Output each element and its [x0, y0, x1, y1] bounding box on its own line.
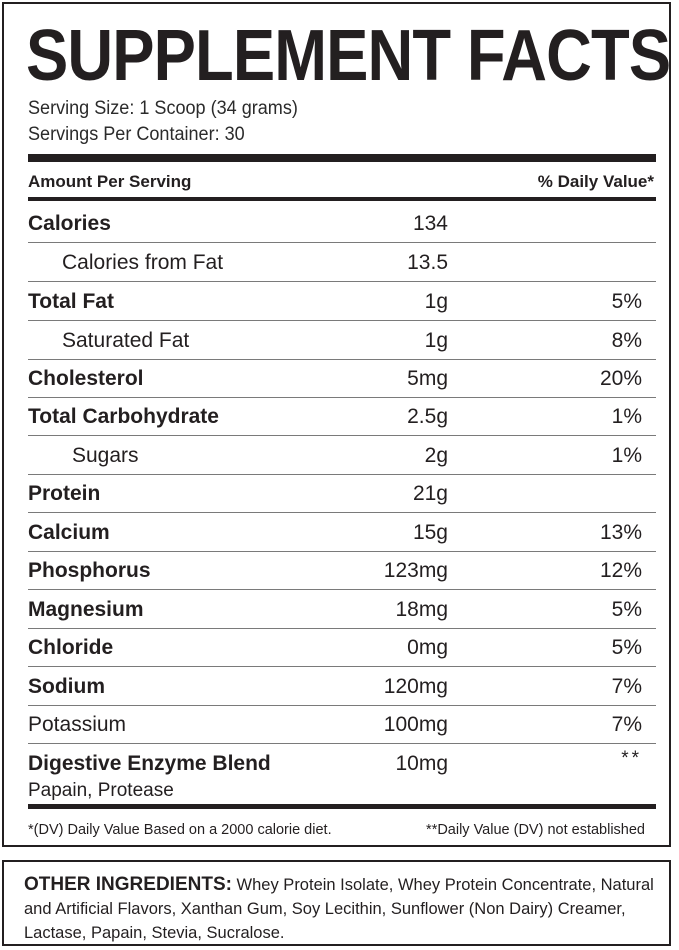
nutrient-name: Calcium — [28, 521, 110, 544]
nutrient-daily-value: 12% — [599, 559, 642, 582]
nutrient-amount: 120mg — [383, 675, 448, 698]
nutrient-daily-value: 13% — [599, 521, 642, 544]
nutrient-row-sugars: Sugars 2g 1% — [28, 437, 656, 475]
nutrient-name: Chloride — [28, 636, 114, 659]
nutrient-name: Sugars — [72, 444, 139, 467]
nutrient-row-chloride: Chloride 0mg 5% — [28, 629, 656, 667]
supplement-facts-panel: SUPPLEMENT FACTS Serving Size: 1 Scoop (… — [2, 2, 671, 847]
nutrient-daily-value: 20% — [599, 367, 642, 390]
enzyme-blend-components: Papain, Protease — [28, 780, 174, 801]
other-ingredients-list: Whey Protein Isolate, Whey Protein Conce… — [24, 876, 654, 942]
nutrient-amount: 2.5g — [407, 405, 448, 428]
nutrient-row-total-fat: Total Fat 1g 5% — [28, 283, 656, 321]
nutrient-name: Total Carbohydrate — [28, 405, 219, 428]
nutrient-daily-value: 7% — [611, 713, 642, 736]
enzyme-blend-amount: 10mg — [395, 752, 448, 775]
other-ingredients-panel: OTHER INGREDIENTS: Whey Protein Isolate,… — [2, 860, 671, 946]
nutrient-daily-value: 1% — [611, 405, 642, 428]
nutrient-name: Sodium — [28, 675, 105, 698]
nutrient-name: Total Fat — [28, 290, 114, 313]
nutrient-row-saturated-fat: Saturated Fat 1g 8% — [28, 322, 656, 360]
other-ingredients-label: OTHER INGREDIENTS: — [24, 874, 232, 895]
nutrient-amount: 21g — [412, 482, 448, 505]
nutrient-name: Saturated Fat — [62, 329, 190, 352]
nutrient-daily-value: 8% — [611, 329, 642, 352]
nutrient-amount: 2g — [424, 444, 448, 467]
nutrient-row-digestive-enzyme-blend: Digestive Enzyme Blend Papain, Protease … — [28, 746, 656, 804]
nutrient-row-calories: Calories 134 — [28, 205, 656, 243]
nutrient-name: Protein — [28, 482, 101, 505]
nutrient-amount: 18mg — [395, 598, 448, 621]
facts-title: SUPPLEMENT FACTS — [26, 16, 671, 96]
nutrient-name: Cholesterol — [28, 367, 144, 390]
nutrient-amount: 100mg — [383, 713, 448, 736]
servings-per-container: Servings Per Container: 30 — [28, 124, 245, 145]
enzyme-blend-name: Digestive Enzyme Blend — [28, 752, 271, 775]
nutrient-row-total-carbohydrate: Total Carbohydrate 2.5g 1% — [28, 398, 656, 436]
nutrient-row-calcium: Calcium 15g 13% — [28, 514, 656, 552]
nutrient-amount: 15g — [412, 521, 448, 544]
nutrient-name: Magnesium — [28, 598, 144, 621]
nutrient-name: Calories from Fat — [62, 251, 224, 274]
nutrient-amount: 1g — [424, 329, 448, 352]
nutrient-row-protein: Protein 21g — [28, 475, 656, 513]
nutrient-amount: 134 — [412, 212, 448, 235]
nutrient-daily-value: 5% — [611, 598, 642, 621]
nutrient-row-magnesium: Magnesium 18mg 5% — [28, 591, 656, 629]
nutrient-amount: 5mg — [407, 367, 448, 390]
nutrient-row-cholesterol: Cholesterol 5mg 20% — [28, 360, 656, 398]
nutrient-row-potassium: Potassium 100mg 7% — [28, 706, 656, 744]
daily-value-header: % Daily Value* — [537, 172, 654, 191]
bottom-divider — [28, 804, 656, 809]
footnote-dv-basis: *(DV) Daily Value Based on a 2000 calori… — [28, 822, 332, 838]
nutrient-row-sodium: Sodium 120mg 7% — [28, 668, 656, 706]
serving-size: Serving Size: 1 Scoop (34 grams) — [28, 98, 298, 119]
nutrient-name: Potassium — [28, 713, 127, 736]
nutrient-amount: 1g — [424, 290, 448, 313]
nutrient-row-calories-from-fat: Calories from Fat 13.5 — [28, 244, 656, 282]
other-ingredients: OTHER INGREDIENTS: Whey Protein Isolate,… — [24, 873, 664, 945]
nutrient-daily-value: 5% — [611, 290, 642, 313]
medium-divider — [28, 197, 656, 201]
nutrient-name: Phosphorus — [28, 559, 151, 582]
amount-per-serving-header: Amount Per Serving — [28, 172, 192, 191]
nutrient-amount: 123mg — [383, 559, 448, 582]
thick-divider — [28, 154, 656, 162]
nutrient-daily-value: 7% — [611, 675, 642, 698]
nutrient-row-phosphorus: Phosphorus 123mg 12% — [28, 552, 656, 590]
nutrient-amount: 13.5 — [407, 251, 448, 274]
enzyme-blend-daily-value: ** — [621, 748, 642, 769]
nutrient-daily-value: 1% — [611, 444, 642, 467]
footnote-not-established: **Daily Value (DV) not established — [426, 822, 645, 838]
nutrient-name: Calories — [28, 212, 111, 235]
nutrient-amount: 0mg — [407, 636, 448, 659]
nutrient-daily-value: 5% — [611, 636, 642, 659]
